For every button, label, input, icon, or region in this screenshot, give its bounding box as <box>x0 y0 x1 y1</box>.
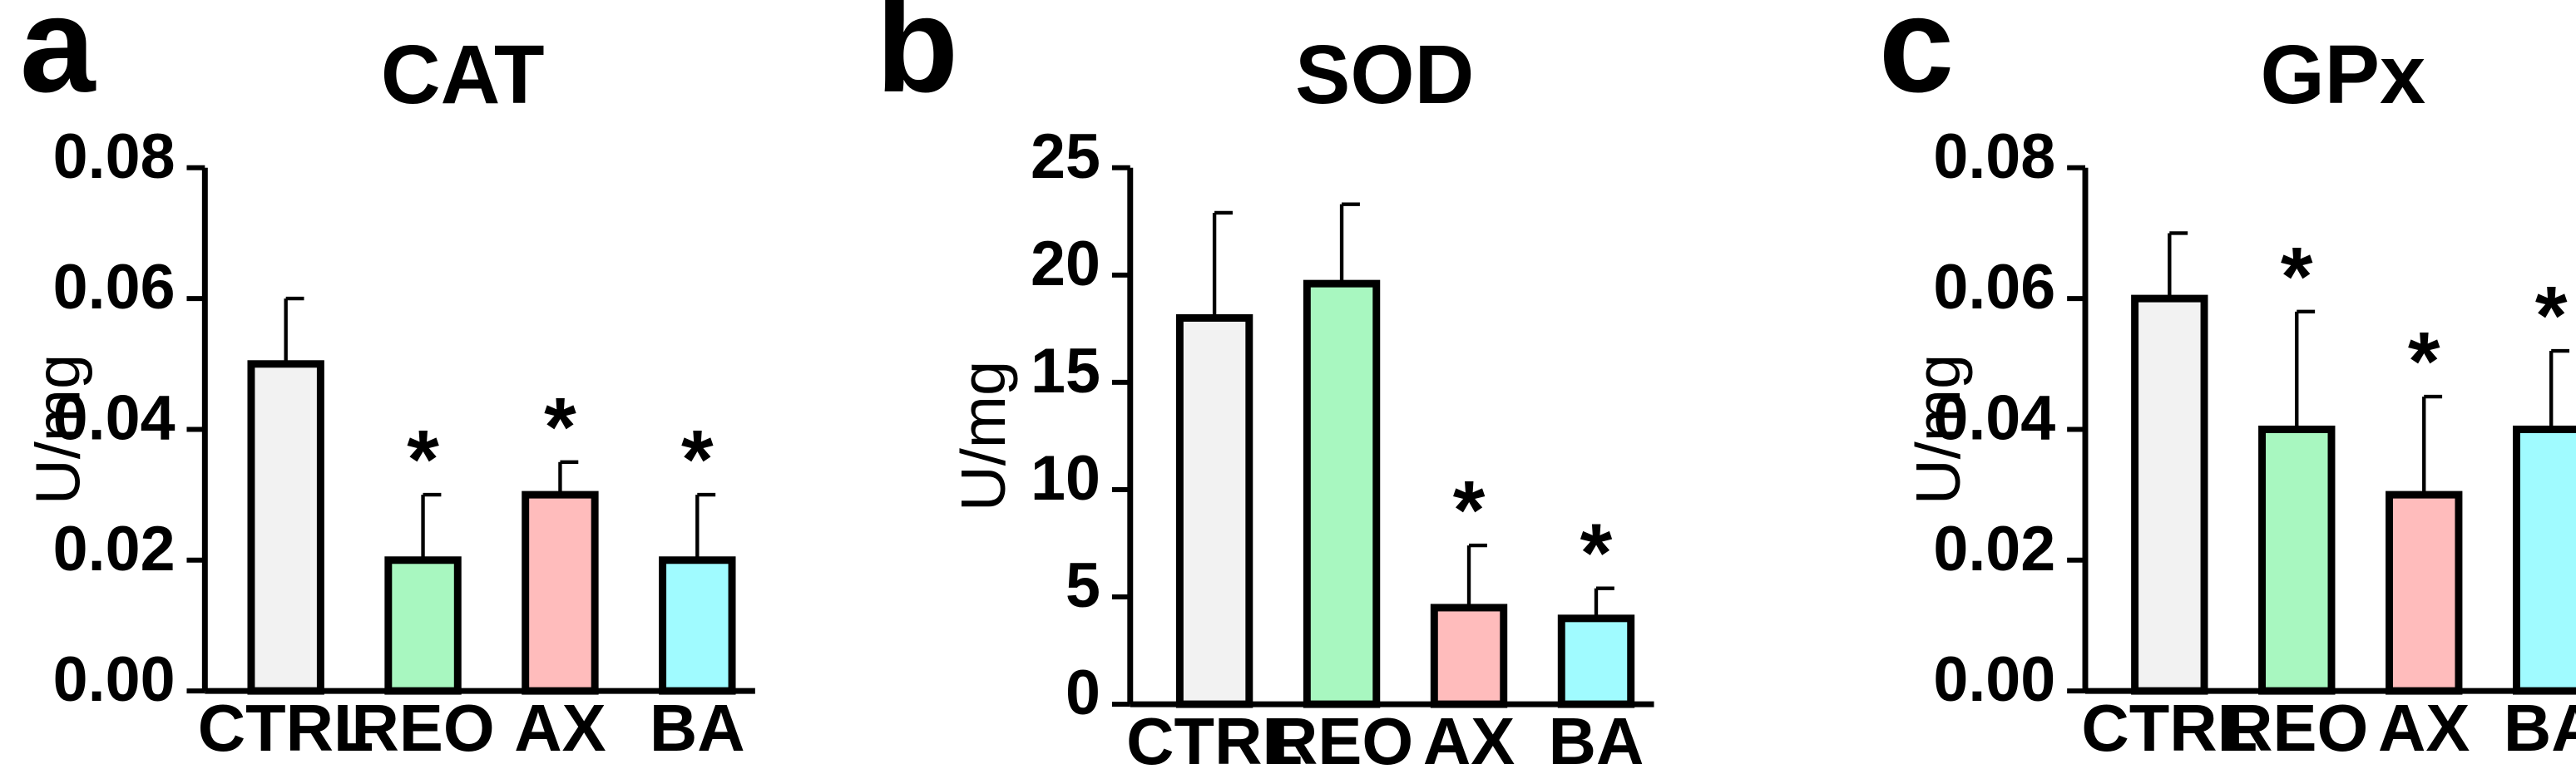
bar-reo <box>1303 279 1381 708</box>
category-label: CTRL <box>2081 691 2257 765</box>
significance-marker: * <box>407 414 439 506</box>
category-label: BA <box>1549 704 1644 769</box>
y-tick-label: 0.08 <box>53 121 176 192</box>
bar-ba <box>1557 614 1635 708</box>
category-label: REO <box>1270 704 1413 769</box>
category-label: BA <box>650 691 745 765</box>
significance-marker: * <box>1580 507 1613 599</box>
chart-title: SOD <box>1295 29 1474 121</box>
y-axis-label: U/mg <box>23 354 94 505</box>
bar-ax <box>2386 490 2463 695</box>
bar-ctrl <box>2131 294 2208 695</box>
y-tick-label: 15 <box>1031 336 1100 407</box>
y-tick-label: 0.02 <box>1933 514 2055 584</box>
significance-marker: * <box>1453 465 1486 557</box>
significance-marker: * <box>2408 316 2440 408</box>
y-tick-label: 0.04 <box>1933 382 2055 453</box>
y-axis-label: U/mg <box>1903 354 1974 505</box>
y-tick-label: 0.06 <box>53 252 176 323</box>
category-label: AX <box>514 691 606 765</box>
category-label: CTRL <box>1126 704 1303 769</box>
bar-ax <box>1430 604 1508 708</box>
category-label: AX <box>1423 704 1515 769</box>
bar-ctrl <box>247 360 324 695</box>
significance-marker: * <box>544 382 576 474</box>
category-label: CTRL <box>198 691 374 765</box>
y-tick-label: 10 <box>1031 443 1100 514</box>
y-tick-label: 20 <box>1031 229 1100 299</box>
category-label: REO <box>2225 691 2368 765</box>
y-tick-label: 0.00 <box>53 644 176 715</box>
y-axis-label: U/mg <box>948 361 1019 511</box>
y-tick-label: 0 <box>1066 658 1100 728</box>
y-tick-label: 0.02 <box>53 514 176 584</box>
chart-title: GPx <box>2261 29 2426 121</box>
bar-ba <box>2513 425 2576 695</box>
category-label: AX <box>2378 691 2470 765</box>
chart-panel-c: c GPx U/mg 0.00 0.02 0.04 0.06 0.08 CTRL * REO * AX *… <box>1879 0 2576 765</box>
panel-letter: c <box>1879 0 1955 121</box>
panel-letter: b <box>876 0 958 121</box>
bar-reo <box>2258 425 2336 695</box>
y-tick-label: 0.06 <box>1933 252 2055 323</box>
significance-marker: * <box>681 414 714 506</box>
bar-reo <box>384 556 462 695</box>
y-tick-label: 0.08 <box>1933 121 2055 192</box>
category-label: REO <box>351 691 494 765</box>
chart-panel-a: a CAT U/mg 0.00 0.02 0.04 0.06 0.08 CTRL * REO * AX *… <box>20 0 755 765</box>
category-label: BA <box>2504 691 2576 765</box>
significance-marker: * <box>2535 270 2568 362</box>
bar-ax <box>522 490 599 695</box>
y-tick-label: 25 <box>1031 121 1100 192</box>
significance-marker: * <box>2281 231 2313 323</box>
y-tick-label: 0.00 <box>1933 644 2055 715</box>
chart-title: CAT <box>381 29 545 121</box>
y-tick-label: 0.04 <box>53 382 176 453</box>
panel-letter: a <box>20 0 96 121</box>
figure-scale-group: a CAT U/mg 0.00 0.02 0.04 0.06 0.08 CTRL * REO * AX *… <box>20 0 2576 769</box>
bar-ctrl <box>1175 313 1253 708</box>
y-tick-label: 5 <box>1066 550 1100 621</box>
bar-ba <box>659 556 736 695</box>
